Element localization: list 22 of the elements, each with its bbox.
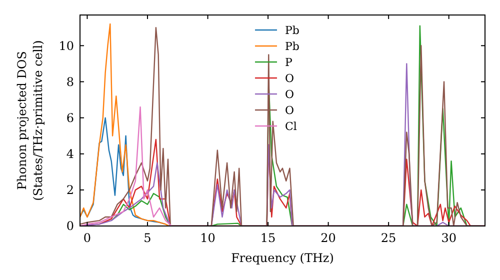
y-tick-label: 8 (66, 74, 74, 89)
x-tick-label: 15 (260, 231, 276, 245)
x-tick-label: 25 (380, 231, 396, 245)
y-tick-label: 4 (66, 147, 74, 162)
legend-label: Cl (285, 120, 298, 133)
y-tick-label: 6 (66, 110, 74, 125)
y-tick-label: 0 (66, 219, 74, 234)
x-axis-title: Frequency (THz) (231, 251, 334, 265)
legend-label: Pb (285, 24, 300, 37)
x-tick-label: 10 (200, 231, 216, 245)
legend-label: O (285, 72, 294, 85)
y-axis-title: Phonon projected DOS (States/THz·primitive cell) (15, 40, 45, 201)
x-tick-label: 5 (144, 231, 152, 245)
legend-label: P (285, 56, 293, 69)
y-tick-label: 10 (58, 38, 74, 53)
legend-label: O (285, 88, 294, 101)
x-tick-label: 30 (441, 231, 456, 245)
legend-label: Pb (285, 40, 300, 53)
x-tick-label: 20 (320, 231, 336, 245)
legend-label: O (285, 104, 294, 117)
y-tick-label: 2 (66, 183, 74, 198)
x-tick-label: 0 (83, 231, 92, 245)
